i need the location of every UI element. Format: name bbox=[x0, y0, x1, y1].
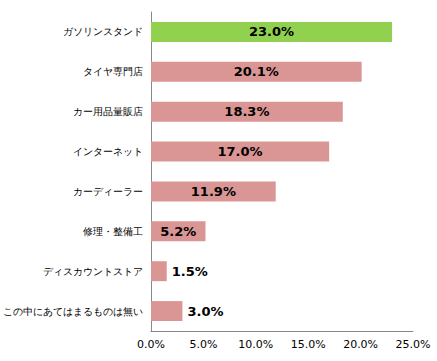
svg-text:25.0%: 25.0% bbox=[396, 338, 431, 351]
svg-text:ディスカウントストア: ディスカウントストア bbox=[43, 266, 143, 277]
svg-text:インターネット: インターネット bbox=[73, 146, 143, 157]
svg-text:ガソリンスタンド: ガソリンスタンド bbox=[63, 26, 143, 37]
svg-text:23.0%: 23.0% bbox=[249, 24, 294, 39]
svg-text:3.0%: 3.0% bbox=[187, 304, 223, 319]
svg-text:カー用品量販店: カー用品量販店 bbox=[73, 106, 143, 117]
svg-text:5.2%: 5.2% bbox=[160, 224, 196, 239]
svg-text:1.5%: 1.5% bbox=[172, 264, 208, 279]
svg-text:修理・整備工: 修理・整備工 bbox=[83, 226, 143, 237]
svg-text:0.0%: 0.0% bbox=[137, 338, 165, 351]
svg-text:20.1%: 20.1% bbox=[234, 64, 279, 79]
svg-text:17.0%: 17.0% bbox=[218, 144, 263, 159]
svg-text:この中にあてはまるものは無い: この中にあてはまるものは無い bbox=[3, 306, 143, 317]
svg-text:10.0%: 10.0% bbox=[238, 338, 273, 351]
svg-text:20.0%: 20.0% bbox=[343, 338, 378, 351]
svg-text:18.3%: 18.3% bbox=[224, 104, 269, 119]
svg-text:タイヤ専門店: タイヤ専門店 bbox=[83, 66, 143, 77]
svg-text:11.9%: 11.9% bbox=[191, 184, 236, 199]
svg-text:カーディーラー: カーディーラー bbox=[73, 186, 143, 197]
svg-text:5.0%: 5.0% bbox=[189, 338, 217, 351]
svg-text:15.0%: 15.0% bbox=[291, 338, 326, 351]
